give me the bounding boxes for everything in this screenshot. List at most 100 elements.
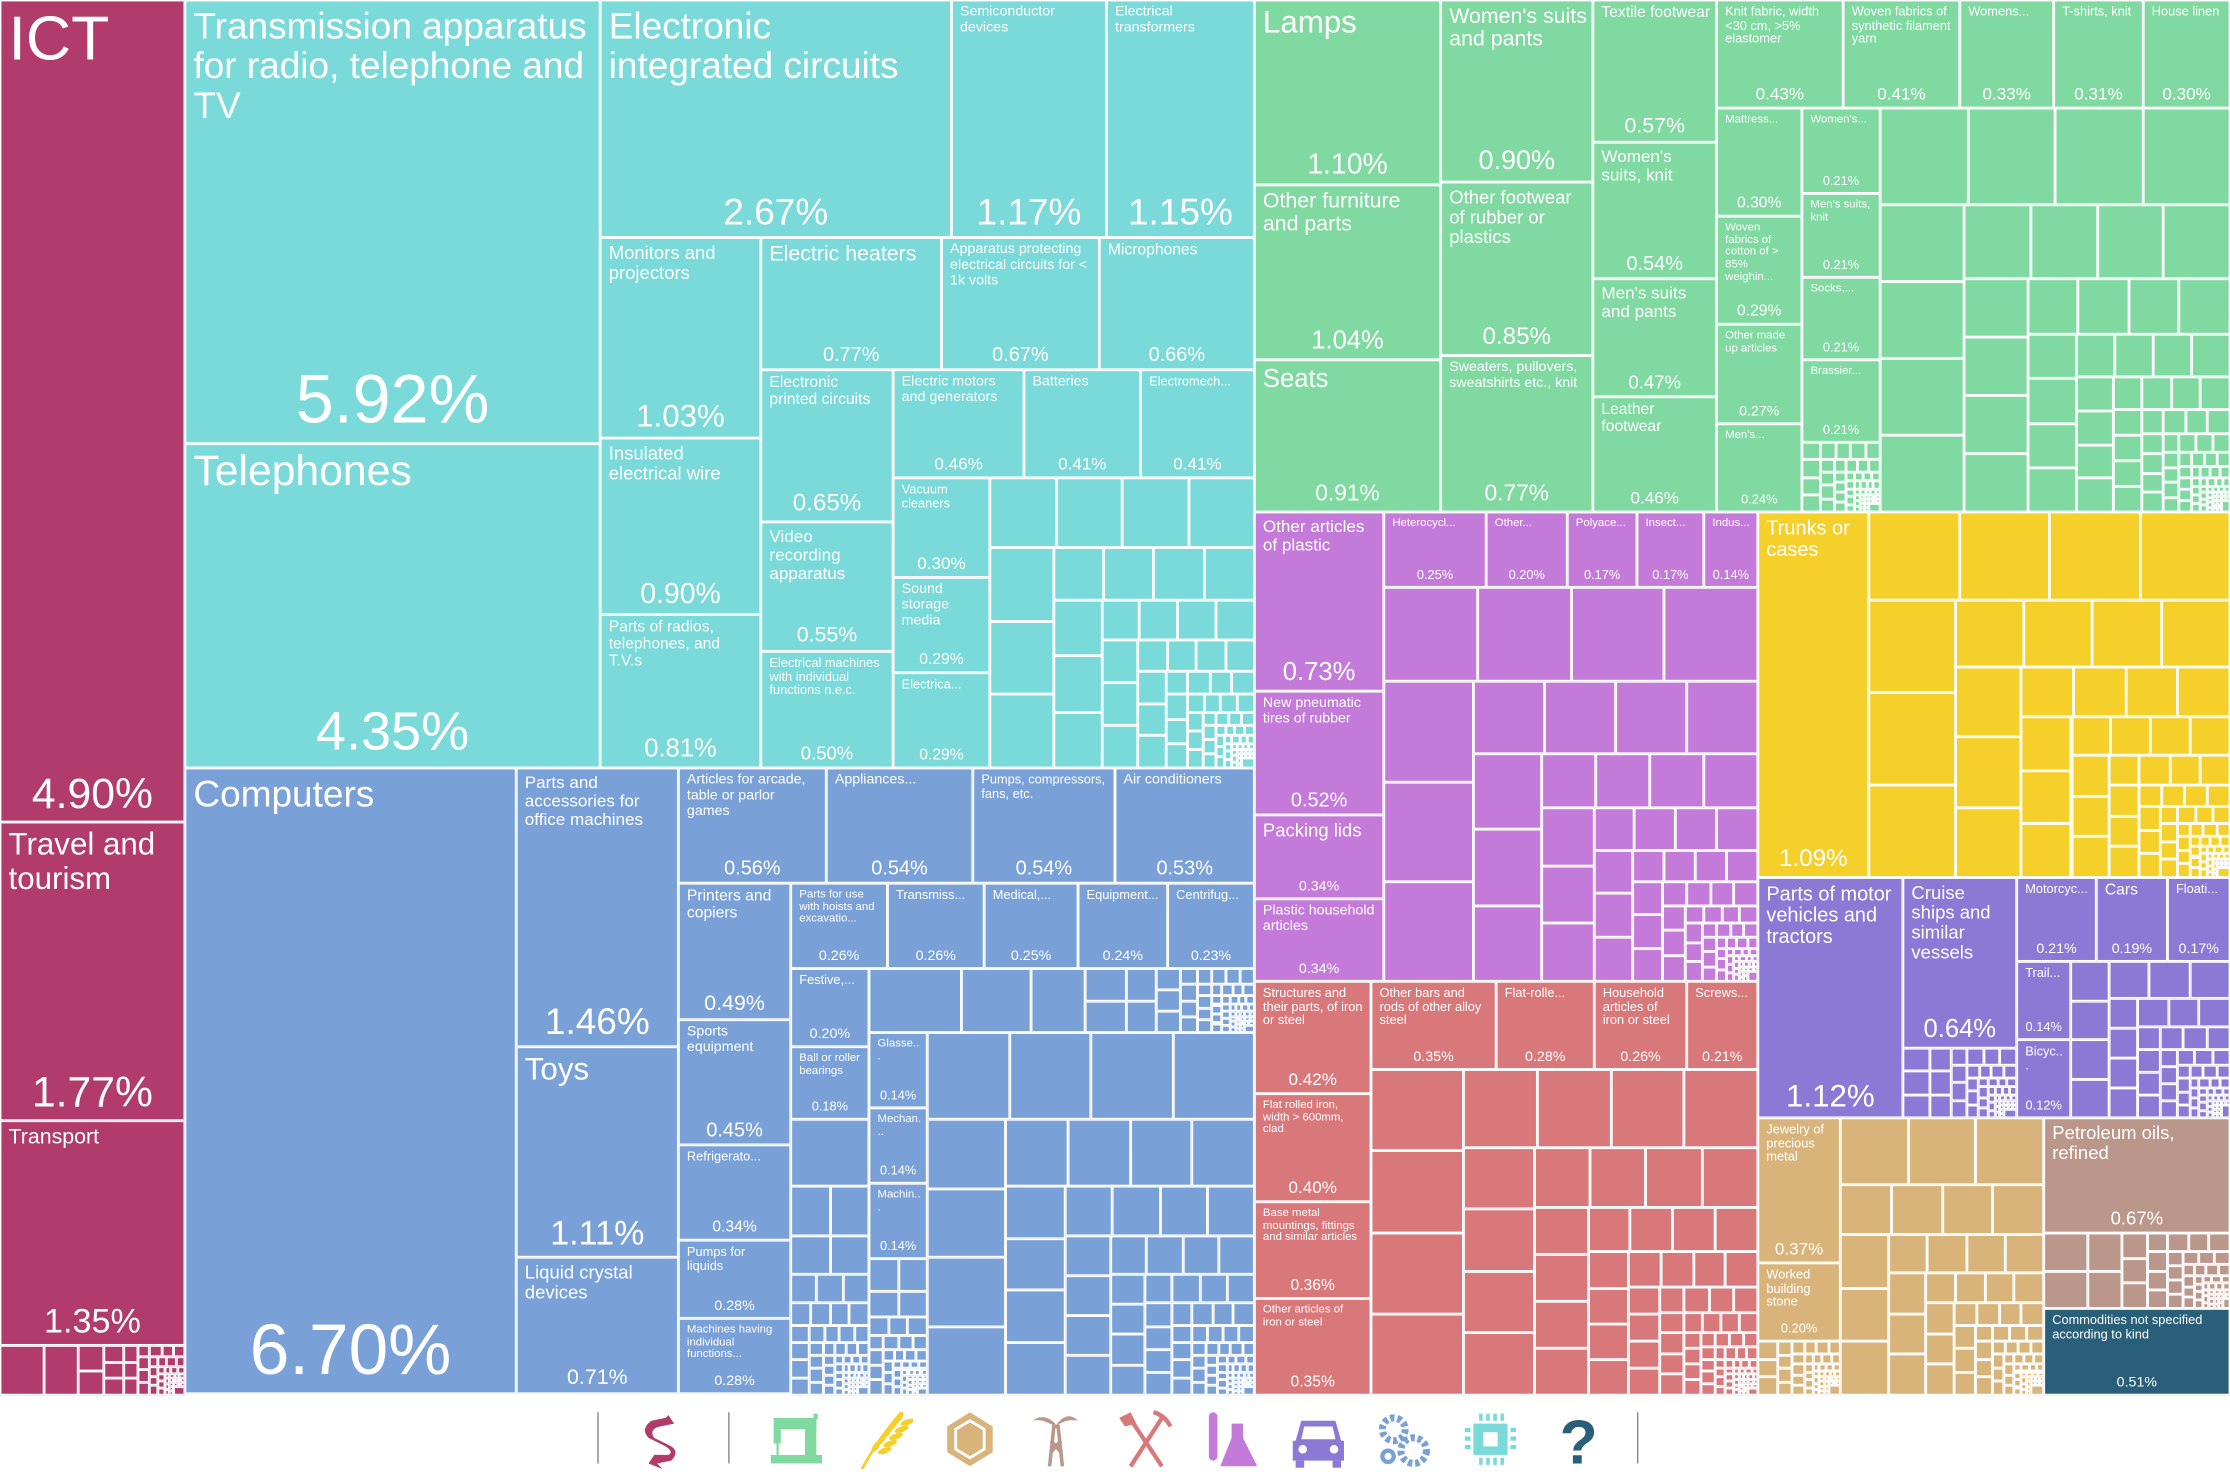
treemap-tile-small[interactable] xyxy=(1743,1374,1749,1380)
treemap-tile-small[interactable] xyxy=(912,1379,918,1385)
treemap-tile[interactable]: Computers 6.70% xyxy=(184,767,517,1394)
treemap-tile-small[interactable] xyxy=(2221,863,2226,869)
treemap-tile-small[interactable] xyxy=(858,1385,869,1396)
treemap-tile-small[interactable] xyxy=(907,1385,913,1391)
treemap-tile-small[interactable] xyxy=(2222,1298,2230,1309)
treemap-tile-small[interactable] xyxy=(1685,942,1704,963)
treemap-tile-small[interactable] xyxy=(2189,1107,2200,1118)
treemap-tile-small[interactable] xyxy=(1240,1016,1245,1021)
treemap-tile-small[interactable] xyxy=(1987,1094,1995,1103)
treemap-tile-small[interactable] xyxy=(1245,1354,1255,1365)
treemap-tile-small[interactable] xyxy=(1868,459,1881,472)
treemap-tile-small[interactable] xyxy=(823,1374,835,1386)
treemap-tile-small[interactable] xyxy=(2027,467,2077,512)
treemap-tile-small[interactable] xyxy=(849,1371,855,1378)
treemap-tile-small[interactable] xyxy=(2200,492,2208,499)
treemap-tile-small[interactable] xyxy=(2182,1275,2195,1287)
treemap-tile-small[interactable] xyxy=(2109,815,2139,847)
treemap-tile-small[interactable] xyxy=(1987,1110,1995,1118)
treemap-tile-small[interactable] xyxy=(1819,1363,1827,1372)
treemap-tile-small[interactable] xyxy=(2000,1048,2017,1065)
treemap-tile-small[interactable] xyxy=(1739,976,1744,982)
treemap-tile-small[interactable] xyxy=(2190,823,2204,837)
treemap-tile-small[interactable] xyxy=(1233,1386,1239,1391)
treemap-tile-small[interactable] xyxy=(2161,599,2230,667)
treemap-tile-small[interactable] xyxy=(1226,968,1241,984)
treemap-tile-small[interactable] xyxy=(851,1354,861,1365)
treemap-tile-small[interactable] xyxy=(1955,599,2025,667)
treemap-tile-small[interactable] xyxy=(2013,1364,2022,1372)
treemap-tile-small[interactable] xyxy=(1873,481,1881,489)
treemap-tile-small[interactable] xyxy=(2070,1078,2109,1118)
treemap-tile-small[interactable] xyxy=(2216,823,2230,837)
treemap-tile-small[interactable] xyxy=(2004,1108,2017,1118)
treemap-tile-small[interactable] xyxy=(1191,1325,1208,1343)
treemap-tile-small[interactable] xyxy=(1463,1271,1535,1334)
treemap-tile-small[interactable] xyxy=(1247,1364,1255,1372)
treemap-tile[interactable]: Transmiss... 0.26% xyxy=(887,883,985,969)
treemap-tile-small[interactable] xyxy=(1187,694,1205,713)
treemap-tile[interactable]: Women's suits, knit 0.54% xyxy=(1592,142,1717,279)
treemap-tile-small[interactable] xyxy=(1224,759,1232,768)
treemap-tile-small[interactable] xyxy=(2191,494,2201,504)
treemap-tile-small[interactable] xyxy=(790,1377,810,1396)
treemap-tile-small[interactable] xyxy=(1930,1094,1951,1118)
treemap-tile[interactable]: Parts of motor vehicles and tractors 1.12… xyxy=(1757,877,1903,1118)
treemap-tile-small[interactable] xyxy=(164,1389,170,1396)
treemap-tile-small[interactable] xyxy=(2009,1087,2017,1095)
treemap-tile-small[interactable] xyxy=(1743,1383,1748,1388)
treemap-tile-small[interactable] xyxy=(1215,746,1225,758)
treemap-tile-small[interactable] xyxy=(1659,1333,1684,1354)
treemap-tile-small[interactable] xyxy=(853,1381,859,1387)
treemap-tile-small[interactable] xyxy=(2108,1058,2138,1089)
treemap-tile-small[interactable] xyxy=(2207,492,2213,498)
treemap-tile-small[interactable] xyxy=(2217,504,2222,509)
treemap-tile-small[interactable] xyxy=(1237,743,1244,750)
treemap-tile-small[interactable] xyxy=(1664,587,1758,682)
treemap-tile-small[interactable] xyxy=(157,1387,165,1396)
treemap-tile-small[interactable] xyxy=(853,1390,859,1396)
treemap-tile-small[interactable] xyxy=(861,1377,866,1382)
treemap-tile-small[interactable] xyxy=(1725,1367,1733,1375)
treemap-tile[interactable]: Women's suits and pants 0.90% xyxy=(1440,0,1593,183)
treemap-tile-small[interactable] xyxy=(2222,1293,2227,1299)
treemap-tile-small[interactable] xyxy=(1250,1377,1255,1382)
treemap-tile-small[interactable] xyxy=(1992,1381,2005,1396)
treemap-tile-small[interactable] xyxy=(1053,712,1102,768)
treemap-tile-small[interactable] xyxy=(790,1303,811,1326)
treemap-tile-small[interactable] xyxy=(1926,1333,1955,1365)
treemap-tile-small[interactable] xyxy=(2109,784,2139,816)
treemap-tile-small[interactable] xyxy=(1994,1106,2000,1112)
treemap-tile-small[interactable] xyxy=(1820,472,1835,486)
treemap-tile-small[interactable] xyxy=(834,1372,843,1380)
treemap-tile-small[interactable] xyxy=(922,1379,928,1385)
treemap-tile-small[interactable] xyxy=(2218,1293,2223,1299)
treemap-tile-small[interactable] xyxy=(2097,205,2164,279)
treemap-tile-small[interactable] xyxy=(2013,1371,2022,1380)
treemap-tile-small[interactable] xyxy=(1716,970,1727,982)
treemap-tile-small[interactable] xyxy=(1748,962,1754,967)
treemap-tile-small[interactable] xyxy=(2108,961,2150,999)
treemap-tile-small[interactable] xyxy=(1738,1379,1744,1384)
treemap-tile-small[interactable] xyxy=(1217,1387,1227,1396)
treemap-tile-small[interactable] xyxy=(1955,736,2022,808)
treemap-tile-small[interactable] xyxy=(2007,1077,2017,1088)
treemap-tile[interactable]: Insect... 0.17% xyxy=(1636,511,1704,588)
treemap-tile-small[interactable] xyxy=(1534,1301,1589,1349)
treemap-tile-small[interactable] xyxy=(1732,1384,1739,1390)
treemap-tile-small[interactable] xyxy=(1819,1377,1825,1382)
treemap-tile-small[interactable] xyxy=(1167,640,1197,672)
treemap-tile-small[interactable] xyxy=(1145,1303,1172,1327)
treemap-tile-small[interactable] xyxy=(1085,1000,1126,1033)
treemap-tile-small[interactable] xyxy=(1541,923,1594,982)
treemap-tile-small[interactable] xyxy=(1240,1364,1248,1372)
treemap-tile-small[interactable] xyxy=(173,1387,185,1396)
treemap-tile-small[interactable] xyxy=(1950,1064,1967,1083)
treemap-tile-small[interactable] xyxy=(164,1366,172,1374)
treemap-tile-small[interactable] xyxy=(1701,1332,1716,1348)
treemap-tile-small[interactable] xyxy=(2219,836,2230,847)
treemap-tile[interactable]: Electric heaters 0.77% xyxy=(760,237,942,370)
treemap-tile-small[interactable] xyxy=(849,1390,854,1396)
treemap-tile-small[interactable] xyxy=(2035,1381,2040,1386)
treemap-tile-small[interactable] xyxy=(1955,1273,1985,1303)
